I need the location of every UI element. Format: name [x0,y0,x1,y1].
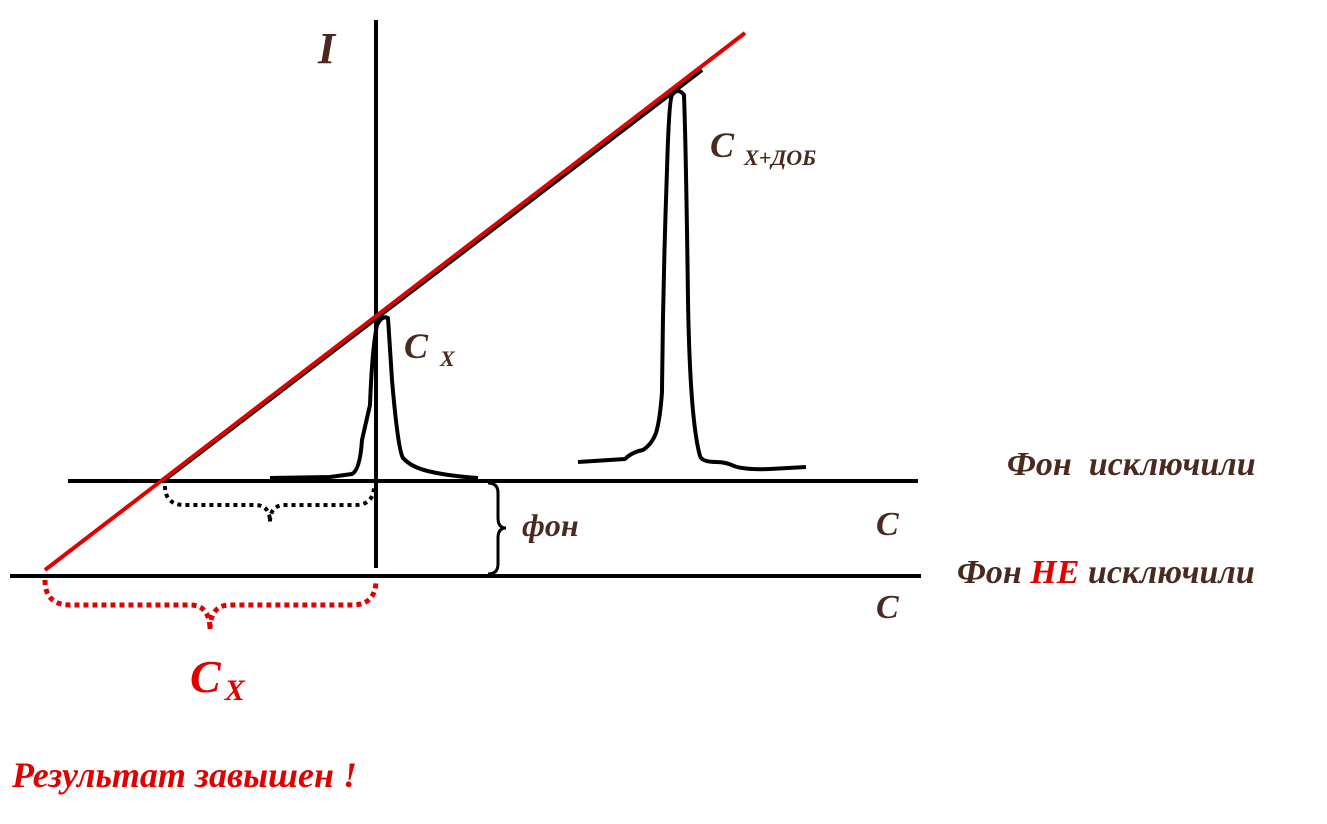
caption-background-excluded: Фон исключили [1007,446,1256,483]
brace-cx-overstated [42,579,379,631]
peak-cx-dob [577,89,807,472]
peak-cx-dob-label-main: C [710,125,735,165]
extrapolated-cx-label: C X [190,651,246,707]
x-axis-label-upper: C [876,506,899,543]
peak-cx-label-sub: X [439,346,456,371]
calibration-line-red [43,31,747,572]
caption-prefix: Фон [957,554,1030,591]
conclusion-text: Результат завышен ! [11,755,357,795]
caption-background-not-excluded: Фон НЕ исключили [957,554,1255,591]
caption-emphasis: НЕ [1029,554,1079,591]
extrapolated-cx-sub: X [224,674,246,707]
y-axis-label: I [317,24,337,73]
peak-cx [269,315,479,480]
extrapolated-cx-main: C [190,651,222,702]
caption-suffix: исключили [1079,554,1254,591]
peak-cx-dob-label: C X+ДОБ [710,125,816,170]
background-bracket [487,481,507,576]
background-label: фон [522,507,579,543]
brace-cx-excluded [163,485,376,523]
peak-cx-dob-label-sub: X+ДОБ [743,145,816,170]
peak-cx-label: C X [404,326,456,371]
peak-cx-label-main: C [404,326,429,366]
x-axis-label-lower: C [876,589,899,626]
